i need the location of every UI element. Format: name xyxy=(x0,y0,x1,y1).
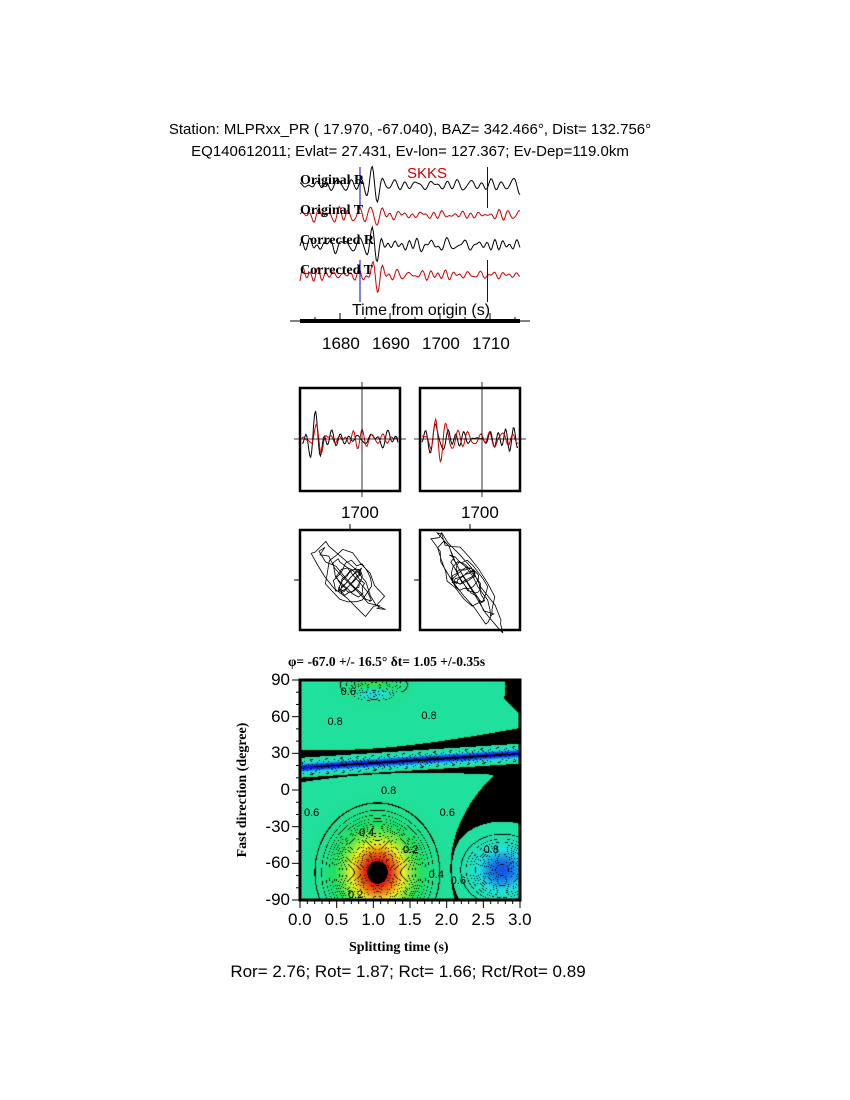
grid-xtick-label: 3.0 xyxy=(508,910,532,929)
contour-label: 0.8 xyxy=(483,844,499,857)
grid-ytick-label: 30 xyxy=(271,743,290,763)
quality-ratios: Ror= 2.76; Rot= 1.87; Rct= 1.66; Rct/Rot… xyxy=(230,962,586,981)
trace-label-original-t: Original T xyxy=(300,203,364,218)
particle-motion-curve xyxy=(430,531,504,634)
trace-original-r xyxy=(299,165,521,204)
grid-ytick-label: -30 xyxy=(265,816,290,836)
contour-label: 0.8 xyxy=(421,709,437,722)
grid-ytick-label: 60 xyxy=(271,706,290,726)
trace-label-corrected-t: Corrected T xyxy=(300,263,373,278)
grid-ytick-label: 0 xyxy=(280,780,290,799)
trace-xlabel: Time from origin (s) xyxy=(352,302,491,319)
best-fit-star-icon xyxy=(368,862,386,880)
particle-motion-panel-orig xyxy=(298,528,402,632)
waveform-xtick: 1700 xyxy=(461,503,499,522)
grid-ytick-label: -90 xyxy=(265,890,290,909)
contour-label: 0.2 xyxy=(348,889,364,902)
trace-corrected-t xyxy=(299,260,521,294)
contour-label: 0.6 xyxy=(439,807,455,820)
contour-label: 0.4 xyxy=(359,827,375,839)
grid-xtick-label: 1.5 xyxy=(398,910,422,929)
grid-ylabel: Fast direction (degree) xyxy=(235,722,250,858)
grid-frame xyxy=(298,678,522,902)
grid-ytick-label: 90 xyxy=(271,670,290,689)
grid-xtick-label: 1.0 xyxy=(361,910,385,929)
trace-xtick: 1690 xyxy=(372,334,410,353)
grid-xtick-label: 0.5 xyxy=(324,910,349,929)
contour-label: 0.4 xyxy=(428,868,444,881)
trace-xtick: 1700 xyxy=(422,334,460,353)
trace-xtick: 1710 xyxy=(472,334,510,353)
station-info: Station: MLPRxx_PR ( 17.970, -67.040), B… xyxy=(168,121,652,138)
event-info: EQ140612011; Evlat= 27.431, Ev-lon= 127.… xyxy=(191,143,629,160)
grid-xlabel: Splitting time (s) xyxy=(349,940,449,955)
particle-motion-curve xyxy=(310,540,386,618)
contour-label: 0.6 xyxy=(450,874,466,887)
grid-title: φ= -67.0 +/- 16.5° δt= 1.05 +/-0.35s xyxy=(288,654,486,669)
waveform-slow xyxy=(301,422,399,455)
grid-xtick-label: 2.0 xyxy=(434,910,459,929)
waveform-panel-corr xyxy=(418,386,522,493)
waveform-panel-orig xyxy=(298,386,402,493)
waveform-fast xyxy=(301,410,399,459)
trace-xtick: 1680 xyxy=(322,334,360,353)
grid-xtick-label: 0.0 xyxy=(288,910,312,929)
splitting-grid-heatmap xyxy=(300,680,520,900)
grid-xtick-label: 2.5 xyxy=(471,910,495,929)
waveform-xtick: 1700 xyxy=(341,503,379,522)
trace-original-t xyxy=(299,205,521,226)
phase-label: SKKS xyxy=(407,165,448,182)
contour-label: 0.6 xyxy=(304,807,320,820)
grid-ytick-label: -60 xyxy=(265,853,290,873)
contour-label: 0.8 xyxy=(327,715,343,728)
trace-corrected-r xyxy=(299,225,521,263)
contour-label: 0.8 xyxy=(381,785,397,798)
trace-label-corrected-r: Corrected R xyxy=(300,233,374,248)
trace-label-original-r: Original R xyxy=(300,173,365,188)
contour-label: 0.2 xyxy=(403,844,419,857)
contour-label: 0.6 xyxy=(340,686,356,699)
contour-label: 0.8 xyxy=(480,764,496,777)
